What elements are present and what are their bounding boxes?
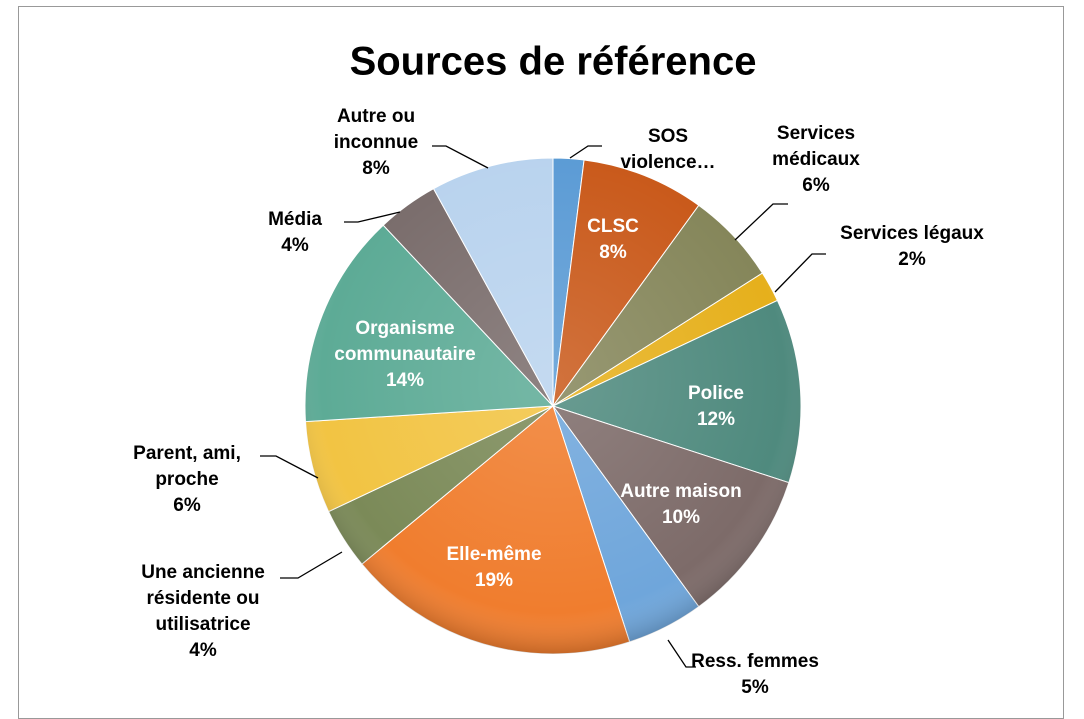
value-label: 12% — [696, 409, 736, 430]
leader-line — [432, 145, 489, 169]
slice-label: Elle-même 19% — [429, 542, 559, 594]
category-label: SOS violence… — [620, 126, 716, 173]
slice-label: Autre maison 10% — [601, 479, 761, 531]
value-label: 8% — [599, 242, 627, 263]
slice-label: Une ancienne résidente ou utilisatrice 4% — [108, 560, 298, 664]
leader-line — [280, 551, 343, 579]
slice-label: Média 4% — [255, 207, 335, 259]
category-label: Services légaux — [840, 223, 984, 244]
value-label: 10% — [661, 507, 701, 528]
slice-label: CLSC 8% — [573, 214, 653, 266]
leader-line — [734, 203, 788, 241]
slice-label: Parent, ami, proche 6% — [112, 441, 262, 519]
category-label: Média — [268, 209, 322, 230]
category-label: Services médicaux — [772, 123, 860, 170]
value-label: 6% — [802, 175, 830, 196]
leader-line — [774, 253, 826, 293]
category-label: Elle-même — [446, 544, 542, 565]
category-label: Parent, ami, proche — [133, 443, 241, 490]
value-label: 19% — [474, 570, 514, 591]
leader-line — [260, 455, 319, 479]
category-label: Organisme communautaire — [334, 318, 476, 365]
slice-label: Ress. femmes 5% — [665, 649, 845, 701]
slice-label: Organisme communautaire 14% — [315, 316, 495, 394]
slice-label: Services légaux 2% — [822, 221, 1002, 273]
category-label: CLSC — [587, 216, 639, 237]
category-label: Autre ou inconnue — [333, 106, 419, 153]
slice-label: SOS violence… — [603, 124, 733, 176]
leader-line — [667, 639, 696, 668]
leader-lines — [260, 145, 826, 668]
value-label: 14% — [385, 370, 425, 391]
value-label: 8% — [362, 158, 390, 179]
category-label: Ress. femmes — [691, 651, 819, 672]
chart-title: Sources de référence — [349, 39, 757, 84]
slice-label: Autre ou inconnue 8% — [316, 104, 436, 182]
value-label: 2% — [898, 249, 926, 270]
leader-line — [569, 145, 602, 159]
value-label: 6% — [173, 495, 201, 516]
value-label: 4% — [189, 640, 217, 661]
category-label: Police — [688, 383, 744, 404]
slice-label: Police 12% — [666, 381, 766, 433]
category-label: Autre maison — [620, 481, 742, 502]
value-label: 5% — [741, 677, 769, 698]
value-label: 4% — [281, 235, 309, 256]
leader-line — [344, 211, 401, 223]
category-label: Une ancienne résidente ou utilisatrice — [141, 562, 265, 635]
slice-label: Services médicaux 6% — [751, 121, 881, 199]
